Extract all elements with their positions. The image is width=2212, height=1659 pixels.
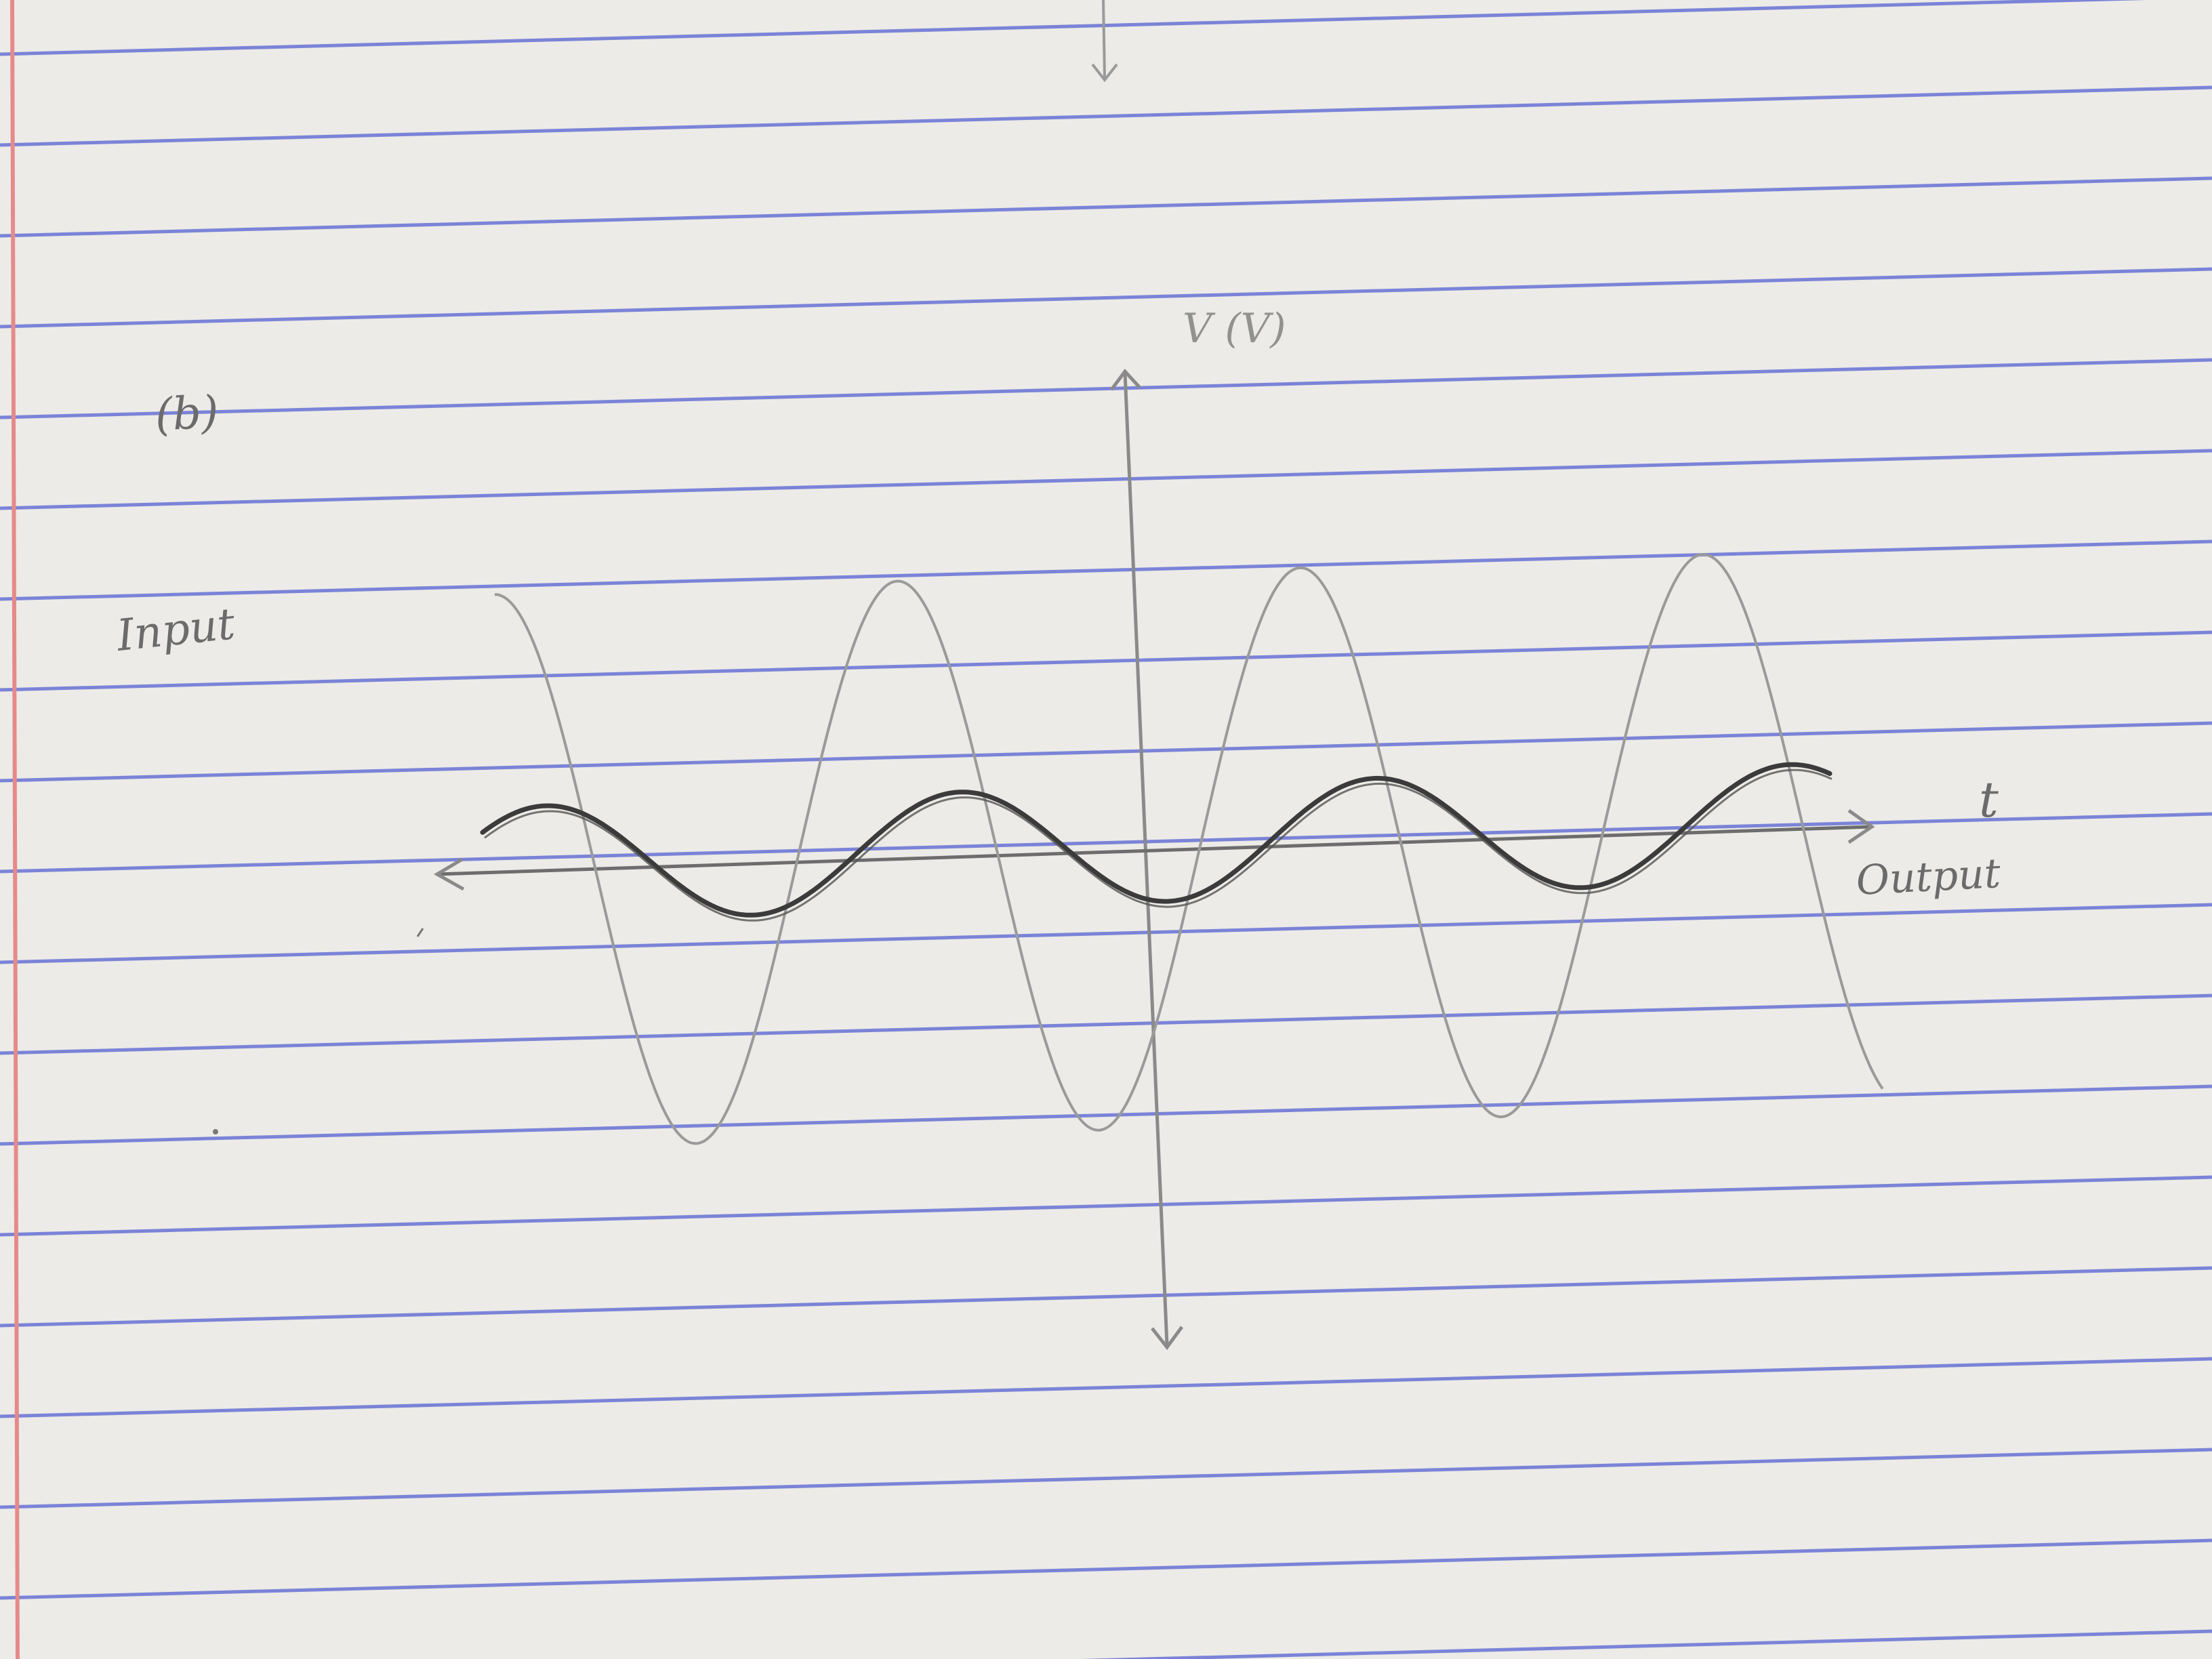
ruled-line xyxy=(0,85,2212,147)
ruled-line xyxy=(0,1538,2212,1600)
ruled-line xyxy=(0,812,2212,874)
time-axis-arrowhead-right xyxy=(1847,808,1875,844)
input-label: Input xyxy=(114,599,237,661)
ruled-line xyxy=(0,721,2212,783)
top-arrow xyxy=(1091,0,1118,83)
voltage-axis-label: V (V) xyxy=(1183,305,1286,352)
output-waveform-retrace xyxy=(484,769,1832,922)
ruled-line xyxy=(0,903,2212,964)
voltage-axis xyxy=(1123,372,1169,1346)
pencil-mark xyxy=(416,928,424,937)
ruled-line xyxy=(0,449,2212,510)
ruled-line xyxy=(0,1266,2212,1328)
time-axis-arrowhead-left xyxy=(434,857,465,891)
output-label: Output xyxy=(1855,850,2002,905)
voltage-axis-arrowhead-bottom xyxy=(1151,1326,1184,1351)
axes xyxy=(434,369,1875,1351)
ruled-line xyxy=(0,1084,2212,1146)
output-waveform xyxy=(480,762,1832,918)
ruled-line xyxy=(0,358,2212,419)
ruled-line xyxy=(0,1357,2212,1418)
time-axis-label: t xyxy=(1979,771,1999,828)
ruled-line xyxy=(0,267,2212,329)
ruled-line xyxy=(0,994,2212,1055)
ruled-line xyxy=(0,1175,2212,1237)
ruled-line xyxy=(0,176,2212,238)
voltage-axis-arrowhead-top xyxy=(1109,369,1141,391)
ruled-line xyxy=(1080,1629,2212,1659)
time-axis xyxy=(436,825,1871,876)
ruled-line xyxy=(0,539,2212,601)
ruled-line xyxy=(0,630,2212,692)
ruled-line xyxy=(0,0,2148,56)
ruled-line xyxy=(0,1448,2212,1509)
margin-line xyxy=(10,0,20,1659)
part-label: (b) xyxy=(154,386,220,441)
pencil-dot xyxy=(213,1129,218,1134)
